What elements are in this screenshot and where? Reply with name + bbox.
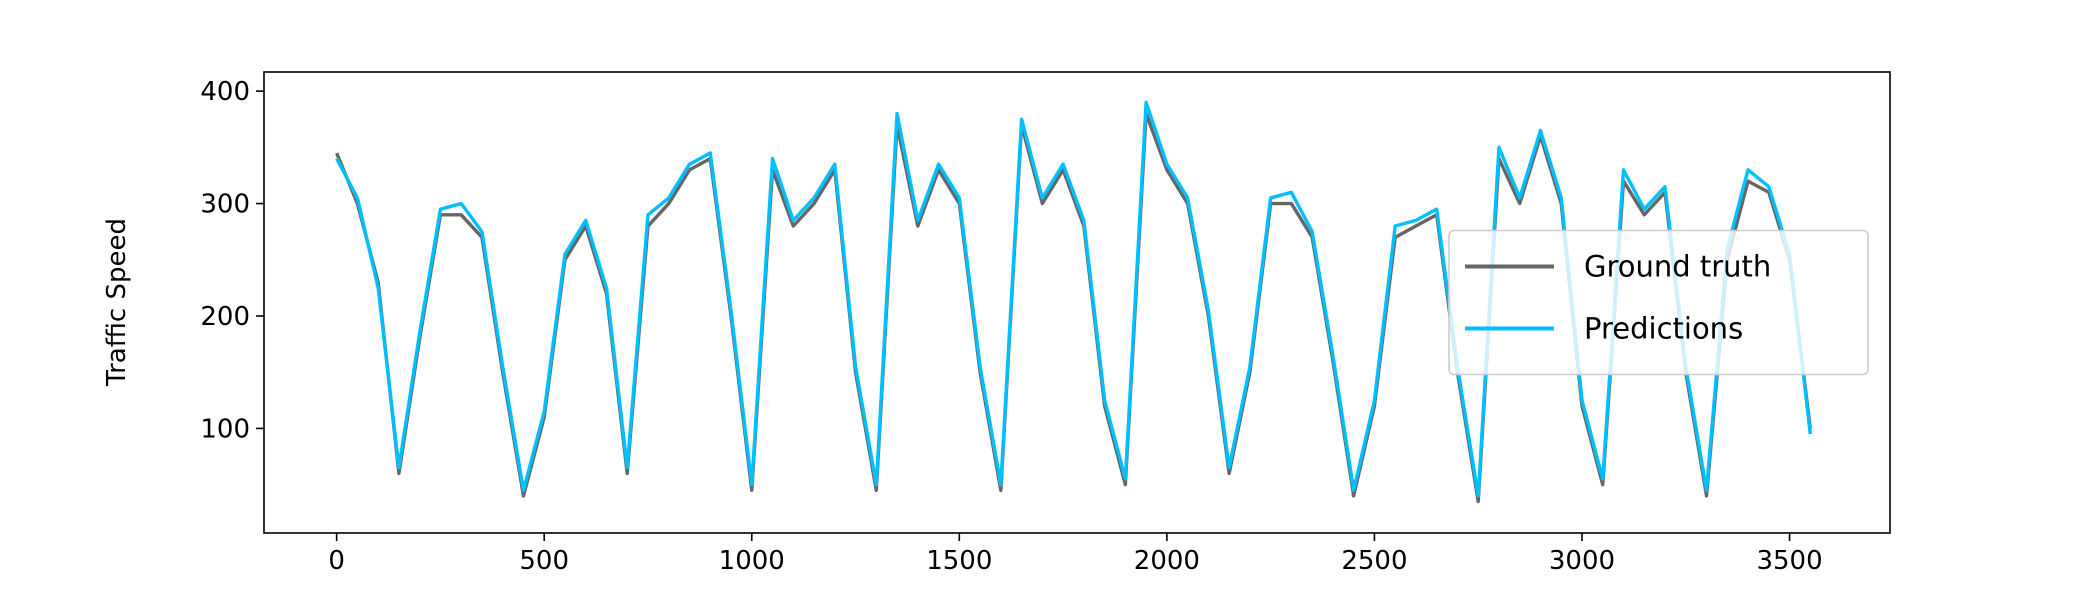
x-tick-label: 0 xyxy=(328,546,345,576)
x-tick-label: 1000 xyxy=(719,546,785,576)
x-tick-label: 1500 xyxy=(926,546,992,576)
plot-frame xyxy=(263,71,1891,534)
y-tick-label: 400 xyxy=(200,77,250,107)
x-tick-label: 2500 xyxy=(1341,546,1407,576)
y-tick-label: 100 xyxy=(200,414,250,444)
legend-label: Predictions xyxy=(1584,312,1743,346)
x-tick-label: 3000 xyxy=(1549,546,1615,576)
x-tick-label: 500 xyxy=(519,546,569,576)
y-tick-label: 200 xyxy=(200,302,250,332)
x-tick-label: 3500 xyxy=(1756,546,1822,576)
legend-label: Ground truth xyxy=(1584,250,1771,284)
y-tick-label: 300 xyxy=(200,190,250,220)
x-tick-label: 2000 xyxy=(1134,546,1200,576)
y-axis-label: Traffic Speed xyxy=(102,218,132,387)
